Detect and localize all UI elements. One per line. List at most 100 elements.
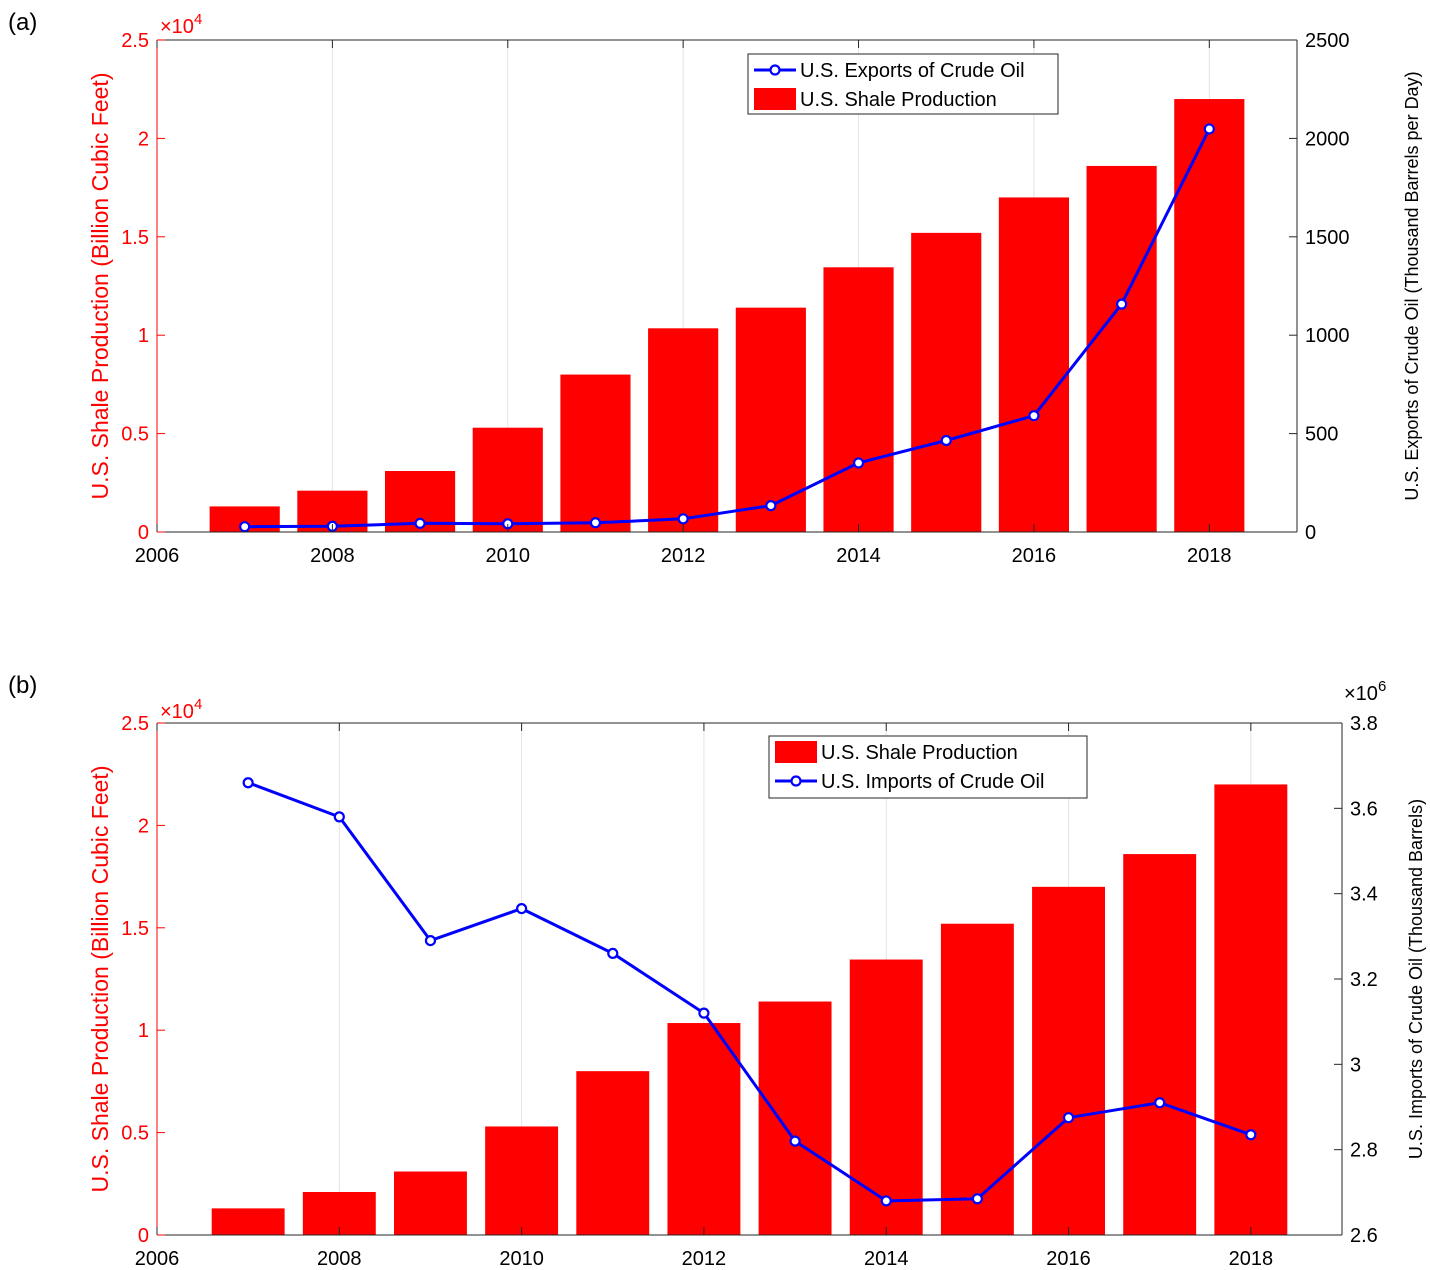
legend-bar-swatch — [775, 741, 817, 763]
bar-shale-2017 — [1123, 854, 1197, 1235]
bar-shale-2009 — [394, 1171, 467, 1235]
chart-panel-a: (a) 2006 2008 2010 2012 2014 2016 2018 0 0.5 1 1.5 2… — [8, 9, 1422, 567]
legend-label: U.S. Imports of Crude Oil — [821, 771, 1044, 793]
y-left-tick-label: 0 — [138, 1225, 149, 1247]
line-point-2011 — [589, 517, 602, 529]
line-point-2017 — [1154, 1097, 1166, 1109]
x-tick-label: 2012 — [661, 545, 706, 567]
y-left-tick-label: 1 — [138, 325, 149, 347]
legend-box — [747, 53, 1059, 115]
y-right-tick-label: 2500 — [1305, 30, 1350, 52]
y-left-multiplier: ×104 — [160, 696, 202, 723]
line-point-2017 — [1116, 298, 1128, 310]
y-left-multiplier-base: ×10 — [160, 701, 194, 723]
bar-shale-2015 — [940, 923, 1014, 1235]
line-point-2013 — [789, 1135, 801, 1147]
line-point-2008 — [333, 811, 345, 823]
line-point-2011 — [607, 947, 619, 960]
y-left-axis-label: U.S. Shale Production (Billion Cubic Fee… — [87, 73, 113, 500]
bar-shale-2007 — [211, 1208, 285, 1235]
x-tick-label: 2018 — [1229, 1248, 1274, 1270]
y-right-tick-label: 2.6 — [1350, 1225, 1378, 1247]
y-left-tick-label: 0.5 — [121, 424, 149, 446]
line-point-2012 — [677, 513, 689, 525]
x-tick-label: 2014 — [836, 545, 881, 567]
y-right-axis-label: U.S. Imports of Crude Oil (Thousand Barr… — [1406, 799, 1426, 1159]
line-point-2016 — [1028, 410, 1040, 422]
legend-label: U.S. Shale Production — [800, 89, 997, 111]
line-point-2007 — [239, 521, 251, 533]
y-right-tick-label: 2000 — [1305, 128, 1350, 150]
y-left-multiplier: ×104 — [160, 11, 202, 38]
line-point-2015 — [971, 1193, 983, 1205]
y-left-multiplier-base: ×10 — [160, 16, 194, 38]
x-tick-label: 2018 — [1187, 545, 1232, 567]
line-point-2010 — [516, 902, 528, 915]
y-left-multiplier-exp: 4 — [194, 696, 202, 713]
x-tick-label: 2006 — [135, 1248, 180, 1270]
x-tick-label: 2008 — [310, 545, 355, 567]
chart-panel-b: (b) 2006 2008 2010 2012 2014 2016 2018 0 0.5 1 1.5 2… — [8, 672, 1426, 1270]
legend-box — [768, 735, 1088, 799]
y-left-tick-label: 1.5 — [121, 918, 149, 940]
bar-shale-2016 — [1032, 886, 1105, 1235]
x-tick-label: 2014 — [864, 1248, 909, 1270]
y-right-tick-label: 2.8 — [1350, 1140, 1378, 1162]
legend-marker-swatch — [769, 64, 781, 76]
y-left-axis-label: U.S. Shale Production (Billion Cubic Fee… — [87, 766, 113, 1193]
y-right-tick-label: 0 — [1305, 522, 1316, 544]
line-point-2015 — [940, 434, 952, 447]
legend: U.S. Exports of Crude Oil U.S. Shale Prod… — [747, 53, 1059, 115]
line-point-2014 — [852, 457, 865, 469]
bar-shale-2017 — [1086, 165, 1157, 532]
line-point-2007 — [242, 777, 254, 789]
y-right-multiplier-base: ×10 — [1344, 683, 1378, 705]
y-left-tick-label: 0.5 — [121, 1123, 149, 1145]
x-tick-label: 2006 — [135, 545, 180, 567]
line-point-2018 — [1203, 123, 1215, 135]
y-right-tick-label: 3.8 — [1350, 713, 1378, 735]
bar-shale-2010 — [485, 1126, 559, 1235]
bar-shale-2012 — [667, 1023, 741, 1235]
y-right-multiplier-exp: 6 — [1378, 678, 1386, 695]
line-point-2016 — [1062, 1112, 1075, 1124]
line-point-2014 — [880, 1195, 892, 1207]
panel-label: (b) — [8, 672, 37, 699]
x-tick-label: 2012 — [682, 1248, 727, 1270]
legend-label: U.S. Shale Production — [821, 742, 1018, 764]
legend-marker-swatch — [790, 775, 802, 787]
y-right-tick-label: 3.2 — [1350, 969, 1378, 991]
y-right-tick-label: 1000 — [1305, 325, 1350, 347]
line-point-2009 — [424, 934, 437, 947]
line-series — [244, 128, 1211, 529]
y-left-tick-label: 1 — [138, 1020, 149, 1042]
bar-shale-2010 — [472, 427, 543, 532]
bar-shale-2016 — [998, 197, 1069, 532]
bar-shale-2018 — [1214, 784, 1288, 1235]
y-right-axis-label: U.S. Exports of Crude Oil (Thousand Barr… — [1402, 71, 1422, 500]
legend-bar-swatch — [754, 88, 796, 110]
legend: U.S. Shale Production U.S. Imports of Cru… — [768, 735, 1088, 799]
y-right-tick-label: 3 — [1350, 1054, 1361, 1076]
line-point-2018 — [1245, 1129, 1257, 1141]
line-point-2013 — [765, 500, 777, 512]
y-right-tick-label: 500 — [1305, 424, 1338, 446]
y-right-multiplier: ×106 — [1344, 678, 1386, 705]
y-left-tick-label: 1.5 — [121, 227, 149, 249]
y-right-tick-label: 3.6 — [1350, 798, 1378, 820]
bar-shale-2012 — [648, 328, 719, 532]
bar-shale-2014 — [849, 959, 923, 1235]
y-right-tick-label: 1500 — [1305, 227, 1350, 249]
line-point-2012 — [698, 1007, 710, 1019]
bar-shale-2015 — [911, 232, 982, 532]
y-left-tick-label: 2 — [138, 815, 149, 837]
bar-shale-2011 — [576, 1071, 650, 1235]
bar-shale-2013 — [735, 307, 806, 532]
x-tick-label: 2016 — [1012, 545, 1057, 567]
bar-shale-2011 — [560, 374, 631, 532]
panel-label: (a) — [8, 9, 37, 36]
y-left-multiplier-exp: 4 — [194, 11, 202, 28]
x-tick-label: 2016 — [1046, 1248, 1091, 1270]
x-tick-label: 2008 — [317, 1248, 362, 1270]
